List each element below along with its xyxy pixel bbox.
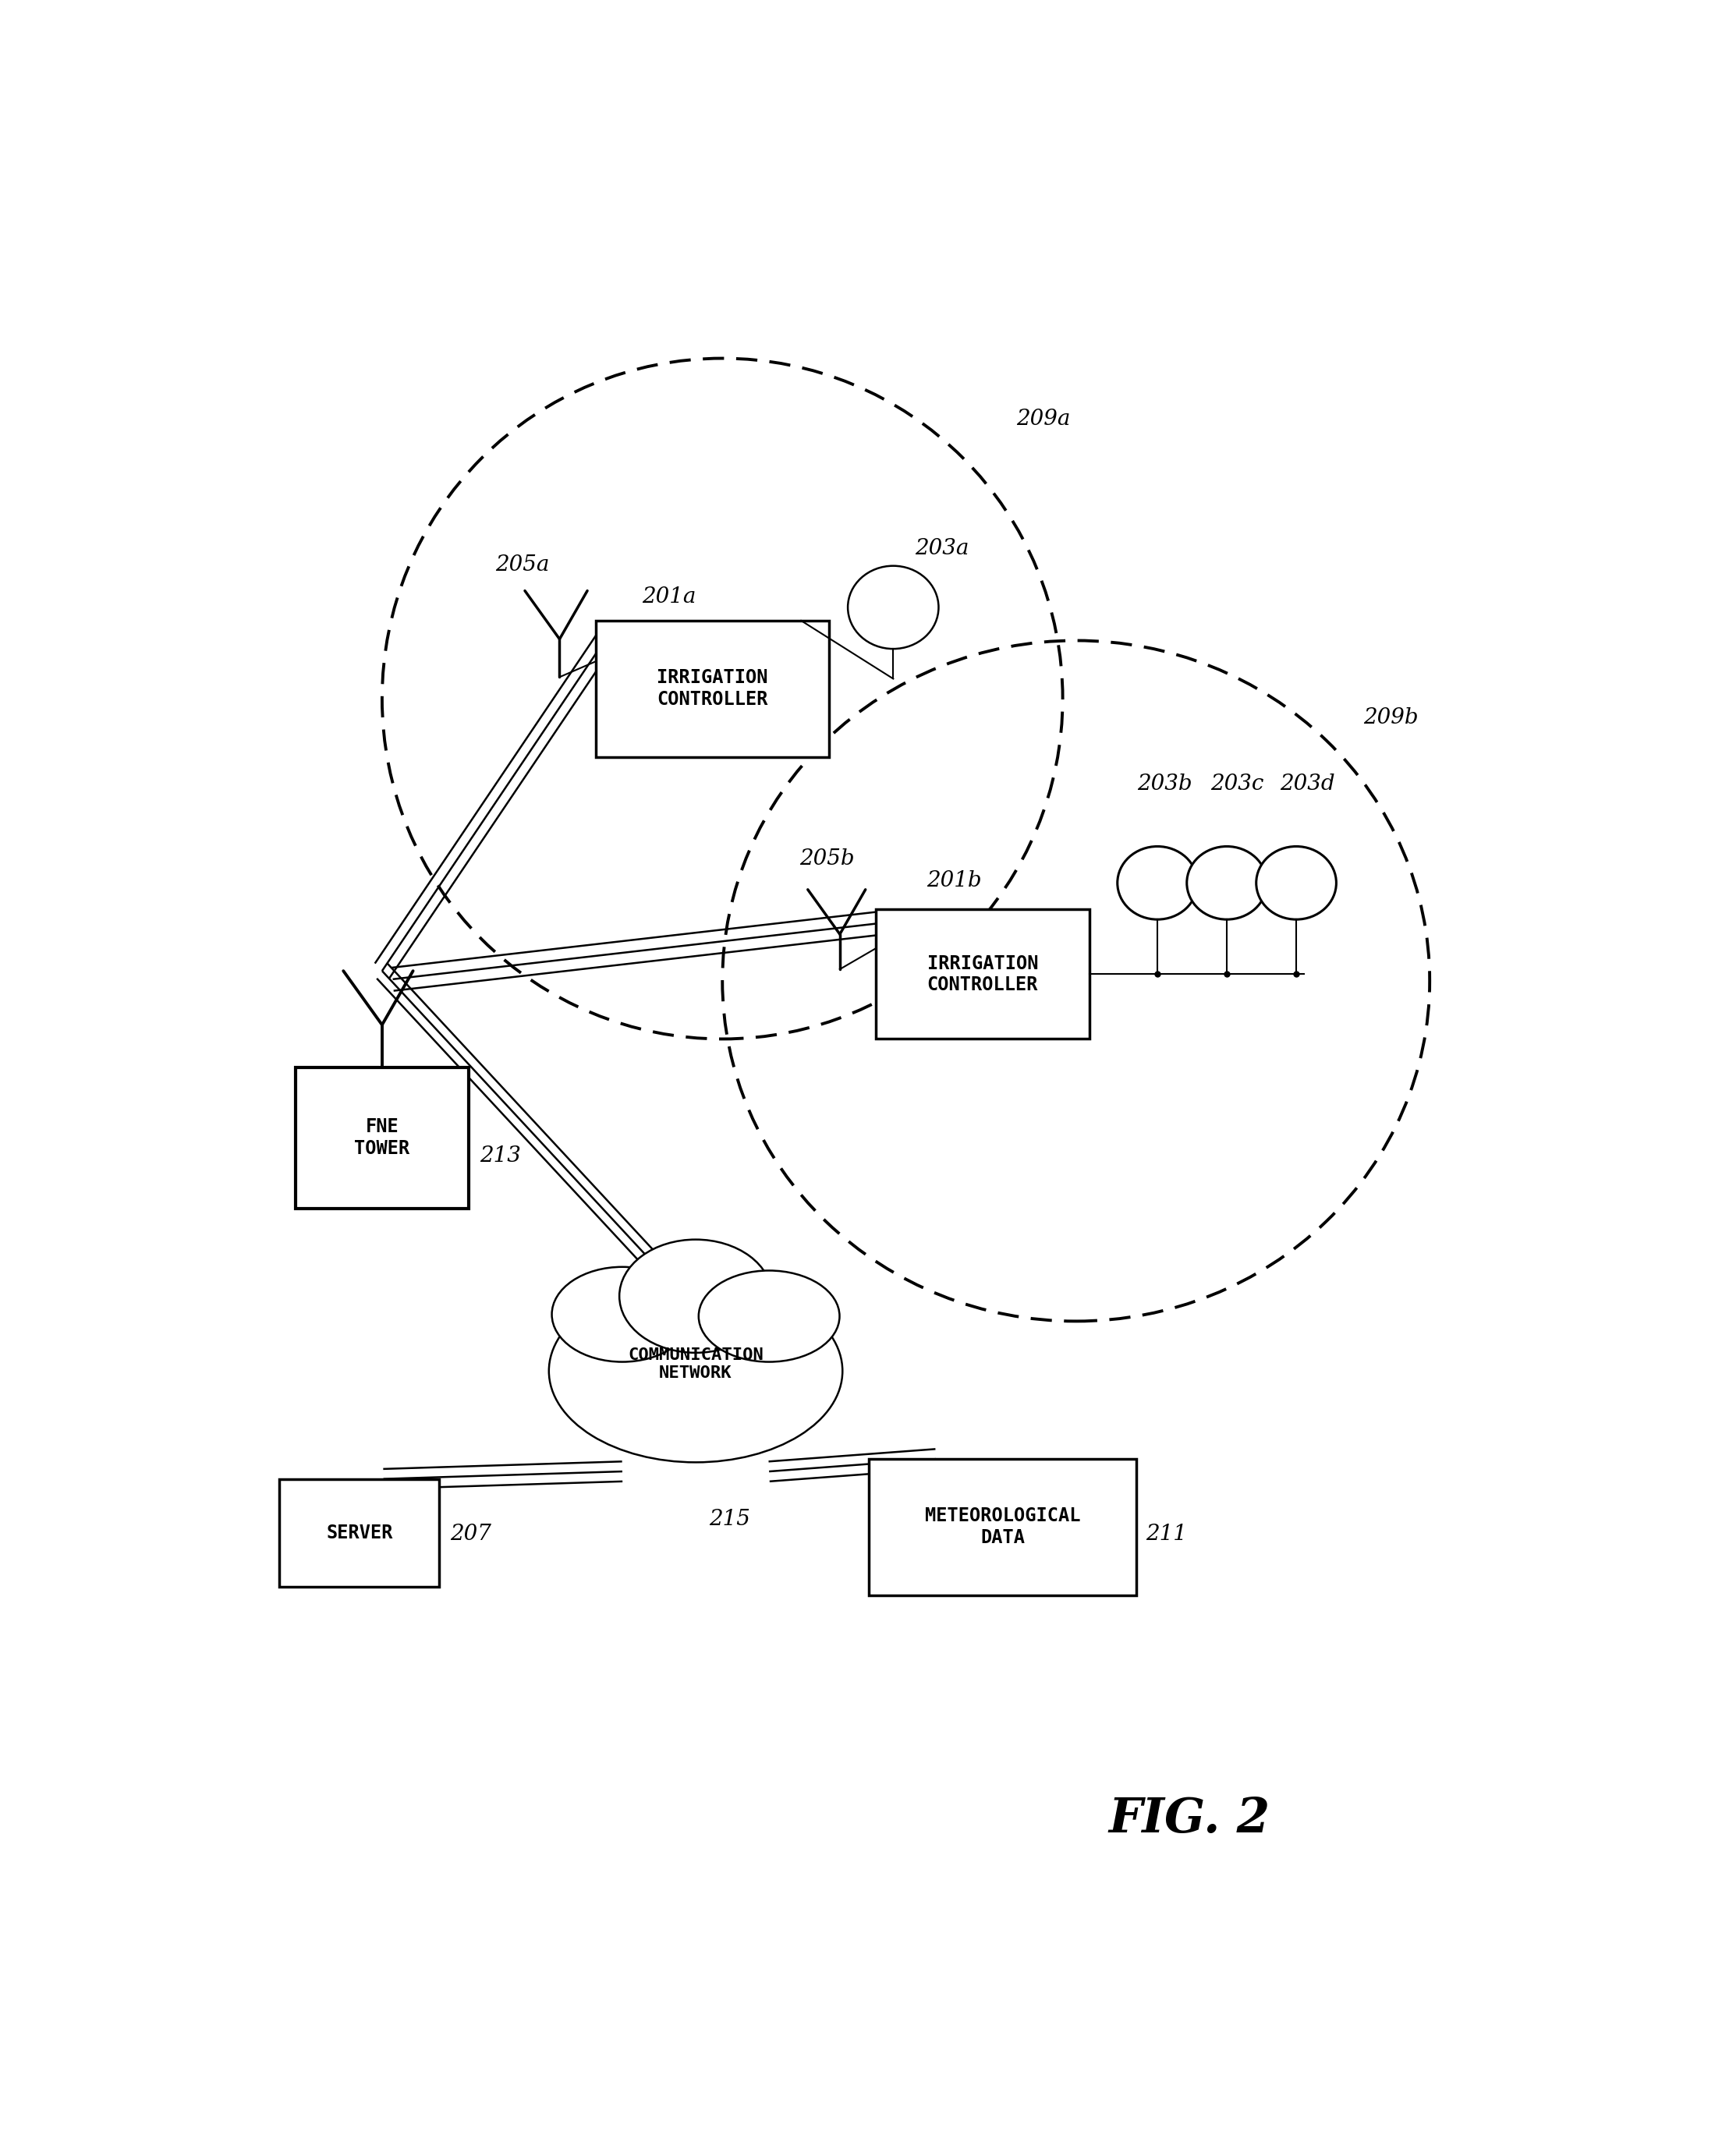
Ellipse shape: [1118, 847, 1197, 918]
Ellipse shape: [620, 1240, 771, 1352]
Text: 211: 211: [1145, 1524, 1186, 1546]
Ellipse shape: [1186, 847, 1267, 918]
Text: 209a: 209a: [1016, 407, 1069, 429]
Text: METEOROLOGICAL
DATA: METEOROLOGICAL DATA: [925, 1507, 1080, 1548]
Text: 203c: 203c: [1211, 774, 1264, 796]
Ellipse shape: [699, 1270, 840, 1363]
Text: IRRIGATION
CONTROLLER: IRRIGATION CONTROLLER: [656, 668, 768, 709]
Ellipse shape: [1257, 847, 1336, 918]
Text: 213: 213: [479, 1145, 520, 1166]
Text: 201b: 201b: [926, 869, 982, 890]
Ellipse shape: [549, 1281, 842, 1462]
FancyBboxPatch shape: [876, 910, 1090, 1039]
Text: 203b: 203b: [1138, 774, 1193, 796]
FancyBboxPatch shape: [596, 621, 830, 757]
Text: 201a: 201a: [642, 586, 696, 608]
Text: 205b: 205b: [799, 847, 854, 869]
FancyBboxPatch shape: [279, 1479, 439, 1587]
Text: FNE
TOWER: FNE TOWER: [355, 1117, 410, 1158]
Text: 207: 207: [449, 1524, 491, 1546]
FancyBboxPatch shape: [870, 1460, 1137, 1595]
Text: COMMUNICATION
NETWORK: COMMUNICATION NETWORK: [629, 1348, 763, 1382]
Text: 203a: 203a: [914, 537, 969, 558]
Text: 203d: 203d: [1279, 774, 1335, 796]
Text: 205a: 205a: [496, 554, 549, 576]
Ellipse shape: [551, 1268, 692, 1363]
FancyBboxPatch shape: [296, 1067, 468, 1207]
Ellipse shape: [847, 565, 938, 649]
Text: SERVER: SERVER: [325, 1524, 393, 1542]
Text: 215: 215: [709, 1509, 751, 1531]
Text: 209b: 209b: [1364, 707, 1417, 729]
Text: IRRIGATION
CONTROLLER: IRRIGATION CONTROLLER: [926, 955, 1038, 994]
Text: FIG. 2: FIG. 2: [1109, 1796, 1271, 1843]
